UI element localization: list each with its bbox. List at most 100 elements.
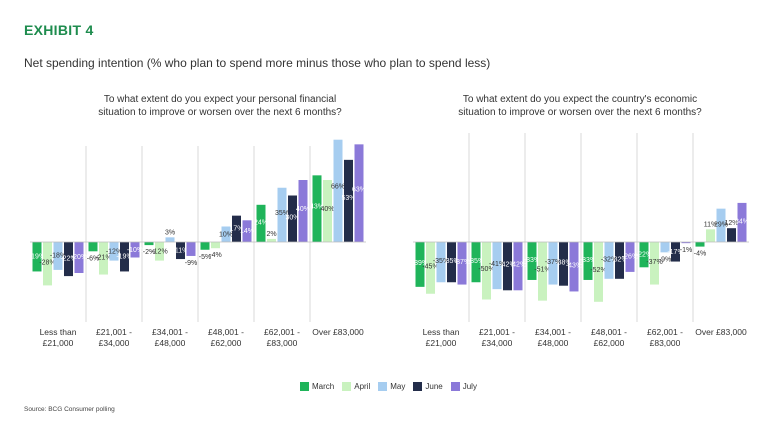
economic-data-label: -35% <box>468 258 484 265</box>
chart-subtitle: Net spending intention (% who plan to sp… <box>24 56 491 70</box>
economic-bar-july <box>681 242 691 244</box>
personal-bar-march <box>144 242 154 246</box>
legend: March April May June July <box>300 382 477 391</box>
personal-data-label: -20% <box>71 254 87 261</box>
legend-label: July <box>462 382 477 391</box>
personal-bar-april <box>267 238 276 242</box>
personal-category-label: Less than <box>40 327 77 337</box>
personal-category-label: £83,000 <box>267 338 298 348</box>
personal-bar-july <box>186 242 196 256</box>
legend-swatch <box>342 382 352 391</box>
personal-bar-june <box>176 242 185 260</box>
economic-bar-july <box>625 242 635 272</box>
economic-bar-june <box>447 242 456 283</box>
legend-label: May <box>390 382 406 391</box>
economic-category-label: Less than <box>423 327 460 337</box>
economic-bar-july <box>457 242 467 285</box>
personal-category-label: £21,001 - <box>96 327 132 337</box>
economic-bar-june <box>671 242 680 262</box>
economic-bar-july <box>569 242 579 292</box>
personal-bar-july <box>242 220 252 242</box>
economic-data-label: 11% <box>704 221 718 228</box>
economic-bar-march <box>695 242 705 247</box>
economic-category-label: £62,001 - <box>647 327 683 337</box>
personal-data-label: -9% <box>185 260 197 267</box>
personal-data-label: -6% <box>87 255 99 262</box>
personal-category-label: £48,000 <box>155 338 186 348</box>
economic-data-label: -17% <box>667 249 683 256</box>
right-chart-title-line-1: To what extent do you expect the country… <box>462 94 698 105</box>
economic-data-label: 29% <box>714 222 728 229</box>
personal-bar-march <box>256 204 266 242</box>
personal-data-label: -12% <box>151 248 167 255</box>
personal-data-label: 40% <box>320 206 334 213</box>
personal-data-label: 35% <box>275 210 289 217</box>
economic-bar-march <box>415 242 425 287</box>
personal-chart: -19%-28%-18%-22%-20%Less than£21,000-6%-… <box>29 139 366 348</box>
economic-category-label: £21,000 <box>426 338 457 348</box>
economic-data-label: -33% <box>524 257 540 264</box>
personal-data-label: -21% <box>95 255 111 262</box>
economic-data-label: -35% <box>443 258 459 265</box>
economic-data-label: -43% <box>566 262 582 269</box>
personal-bar-june <box>344 159 353 242</box>
economic-category-label: £48,001 - <box>591 327 627 337</box>
legend-swatch <box>300 382 309 391</box>
economic-data-label: -37% <box>545 259 561 266</box>
personal-data-label: 53% <box>341 195 355 202</box>
economic-bar-may <box>604 242 614 279</box>
personal-data-label: 30% <box>285 214 299 221</box>
economic-bar-march <box>583 242 593 280</box>
legend-label: March <box>312 382 335 391</box>
economic-bar-april <box>426 242 435 294</box>
legend-swatch <box>378 382 388 391</box>
personal-data-label: -5% <box>199 254 211 261</box>
economic-bar-june <box>559 242 568 286</box>
economic-data-label: -37% <box>646 259 662 266</box>
personal-bar-march <box>200 242 210 250</box>
legend-label: June <box>425 382 443 391</box>
personal-bar-april <box>155 242 164 261</box>
personal-bar-april <box>43 242 52 286</box>
personal-bar-march <box>312 175 322 242</box>
legend-swatch <box>413 382 423 391</box>
personal-data-label: 43% <box>310 203 324 210</box>
personal-category-label: £62,000 <box>211 338 242 348</box>
legend-item-july: July <box>450 382 477 391</box>
economic-bar-april <box>482 242 491 300</box>
personal-data-label: -2% <box>143 249 155 256</box>
economic-bar-june <box>503 242 512 291</box>
left-chart-title: To what extent do you expect your person… <box>80 93 360 119</box>
economic-bar-june <box>615 242 624 279</box>
personal-data-label: 63% <box>352 186 366 193</box>
personal-bar-may <box>53 242 63 270</box>
right-chart-title: To what extent do you expect the country… <box>440 93 720 119</box>
economic-bar-may <box>436 242 446 283</box>
economic-bar-july <box>737 202 747 242</box>
personal-bar-april <box>211 242 220 249</box>
personal-category-label: £21,000 <box>43 338 74 348</box>
economic-data-label: -37% <box>454 259 470 266</box>
legend-label: April <box>354 382 371 391</box>
personal-data-label: -10% <box>127 247 143 254</box>
personal-bar-may <box>221 226 231 242</box>
economic-category-label: £34,000 <box>482 338 513 348</box>
economic-data-label: -38% <box>555 260 571 267</box>
economic-category-label: £48,000 <box>538 338 569 348</box>
personal-data-label: -22% <box>60 255 76 262</box>
personal-bar-may <box>109 242 119 261</box>
personal-bar-may <box>165 237 175 242</box>
economic-data-label: -41% <box>489 261 505 268</box>
source-note: Source: BCG Consumer polling <box>24 406 115 413</box>
economic-data-label: -39% <box>412 260 428 267</box>
personal-category-label: £34,001 - <box>152 327 188 337</box>
economic-data-label: -1% <box>680 247 692 254</box>
legend-item-june: June <box>413 382 443 391</box>
economic-category-label: £21,001 - <box>479 327 515 337</box>
personal-bar-july <box>354 144 364 242</box>
personal-category-label: £62,001 - <box>264 327 300 337</box>
economic-data-label: -26% <box>622 253 638 260</box>
economic-bar-may <box>716 208 726 242</box>
economic-chart: -39%-45%-35%-35%-37%Less than£21,000-35%… <box>412 133 749 348</box>
